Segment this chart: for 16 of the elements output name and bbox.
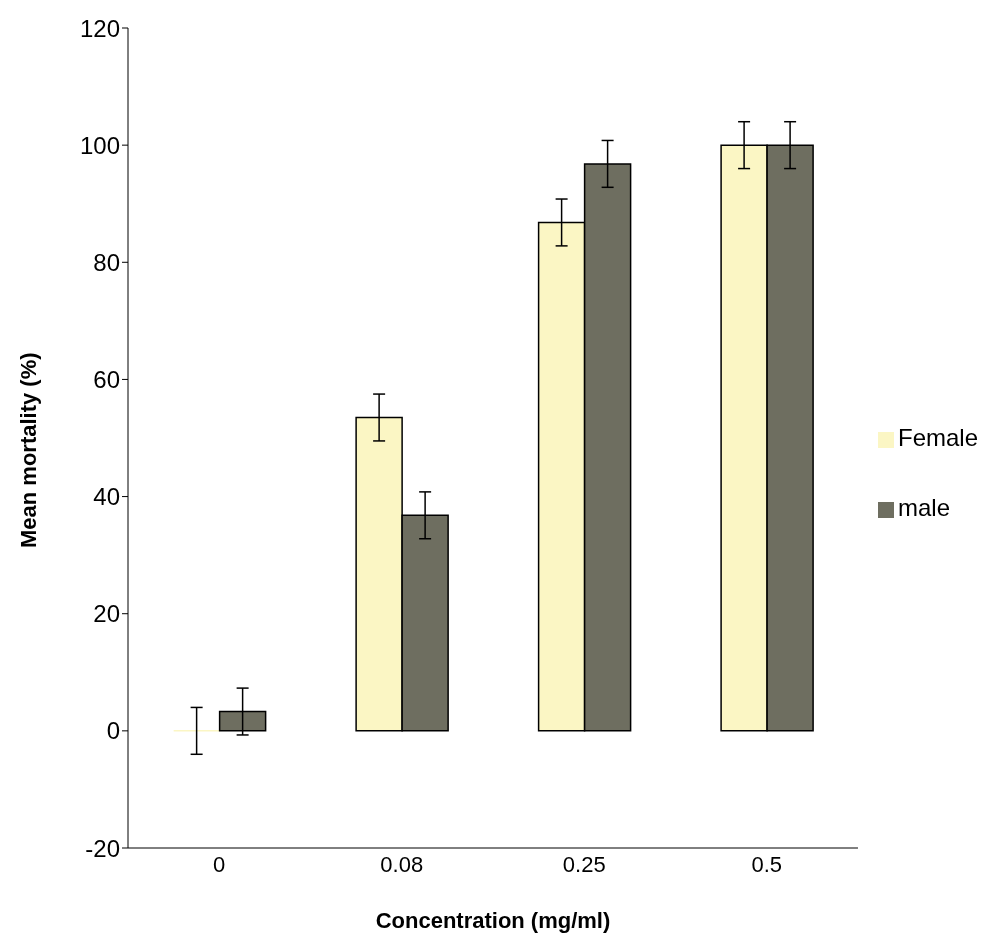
y-tick-label: 120 <box>79 14 120 42</box>
y-tick-label: 40 <box>93 483 120 511</box>
y-tick-label: 100 <box>79 131 120 159</box>
y-tick-label: -20 <box>85 834 120 862</box>
x-tick-label: 0.25 <box>562 851 606 877</box>
y-tick-label: 20 <box>93 600 120 628</box>
legend-label: Female <box>897 424 978 451</box>
x-tick-label: 0.5 <box>751 851 783 877</box>
y-axis-title: Mean mortality (%) <box>15 352 41 548</box>
x-tick-label: 0.08 <box>380 851 424 877</box>
y-tick-label: 60 <box>93 365 120 393</box>
y-tick-label: 0 <box>106 717 120 745</box>
x-axis-title: Concentration (mg/ml) <box>375 908 611 933</box>
y-tick-label: 80 <box>93 248 120 276</box>
legend-label: male <box>897 494 950 521</box>
x-tick-label: 0 <box>213 851 226 877</box>
